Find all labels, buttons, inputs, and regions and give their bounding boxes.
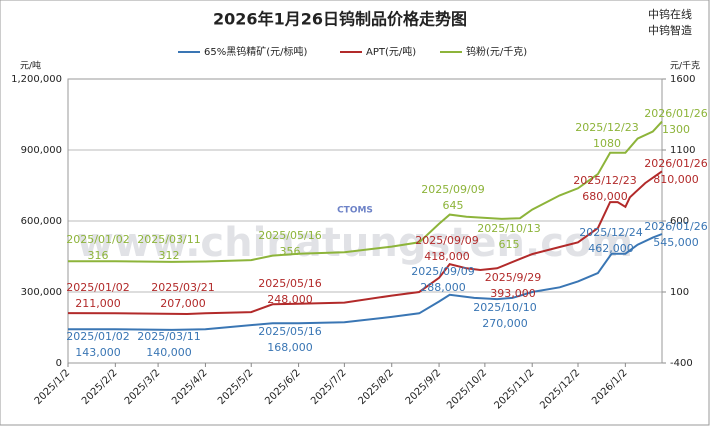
annotation-date: 2026/01/26 [644,220,707,233]
watermark: www.chinatungsten.com [77,220,633,266]
y-tick-label: 1,200,000 [11,74,62,85]
logo-line: 中钨在线 [648,7,692,21]
chart-title: 2026年1月26日钨制品价格走势图 [213,10,467,29]
annotation-date: 2025/05/16 [258,277,321,290]
annotation-date: 2025/05/16 [258,325,321,338]
annotation-date: 2025/10/13 [477,222,540,235]
annotation-value: 1080 [593,137,621,150]
annotation-date: 2025/12/23 [573,174,636,187]
annotation-value: 143,000 [75,346,121,359]
y2-tick-label: 1100 [670,145,695,156]
legend-label: APT(元/吨) [366,45,416,58]
annotation-date: 2025/10/10 [473,301,536,314]
logo-line: 中钨智造 [648,23,692,37]
annotation-value: 645 [443,199,464,212]
annotation-value: 207,000 [160,297,206,310]
annotation-date: 2025/03/11 [137,330,200,343]
annotation-date: 2025/03/11 [137,233,200,246]
plot-border [67,78,663,364]
y-tick-label: 600,000 [21,216,62,227]
annotation-date: 2025/09/09 [421,183,484,196]
y2-tick-label: 100 [670,287,689,298]
annotation-date: 2025/9/29 [485,271,541,284]
annotation-date: 2025/03/21 [151,281,214,294]
y-axis-label: 元/吨 [20,60,41,72]
y-tick-label: 300,000 [21,287,62,298]
series-line [67,170,663,316]
annotation-date: 2026/01/26 [644,157,707,170]
annotation-date: 2025/01/02 [66,330,129,343]
annotation-value: 312 [159,249,180,262]
annotation-value: 615 [499,238,520,251]
y2-tick-label: -400 [670,358,693,369]
annotation-date: 2025/12/24 [579,226,642,239]
watermark-logo: CTOMS [337,206,373,216]
annotation-value: 545,000 [653,236,699,249]
annotation-date: 2025/01/02 [66,233,129,246]
annotation-value: 418,000 [424,250,470,263]
legend-label: 钨粉(元/千克) [466,45,527,58]
annotation-value: 810,000 [653,173,699,186]
annotation-date: 2025/01/02 [66,281,129,294]
annotation-value: 356 [280,245,301,258]
annotation-value: 270,000 [482,317,528,330]
y2-tick-label: 600 [670,216,689,227]
annotation-value: 140,000 [146,346,192,359]
annotation-date: 2025/12/23 [575,121,638,134]
annotation-value: 316 [88,249,109,262]
annotation-value: 248,000 [267,293,313,306]
legend-label: 65%黑钨精矿(元/标吨) [204,45,307,58]
annotation-date: 2025/09/09 [415,234,478,247]
series-line [68,233,663,331]
annotation-value: 288,000 [420,281,466,294]
annotation-value: 211,000 [75,297,121,310]
series-line [68,120,663,263]
annotation-date: 2025/09/09 [411,265,474,278]
annotation-value: 680,000 [582,190,628,203]
annotation-value: 168,000 [267,341,313,354]
annotation-value: 462,000 [588,242,634,255]
annotation-value: 1300 [662,123,690,136]
annotation-value: 393,000 [490,287,536,300]
y-tick-label: 900,000 [21,145,62,156]
annotation-date: 2025/05/16 [258,229,321,242]
y2-tick-label: 1600 [670,74,695,85]
y2-axis-label: 元/千克 [670,61,700,72]
y-tick-label: 0 [56,358,62,369]
annotation-date: 2026/01/26 [644,107,707,120]
